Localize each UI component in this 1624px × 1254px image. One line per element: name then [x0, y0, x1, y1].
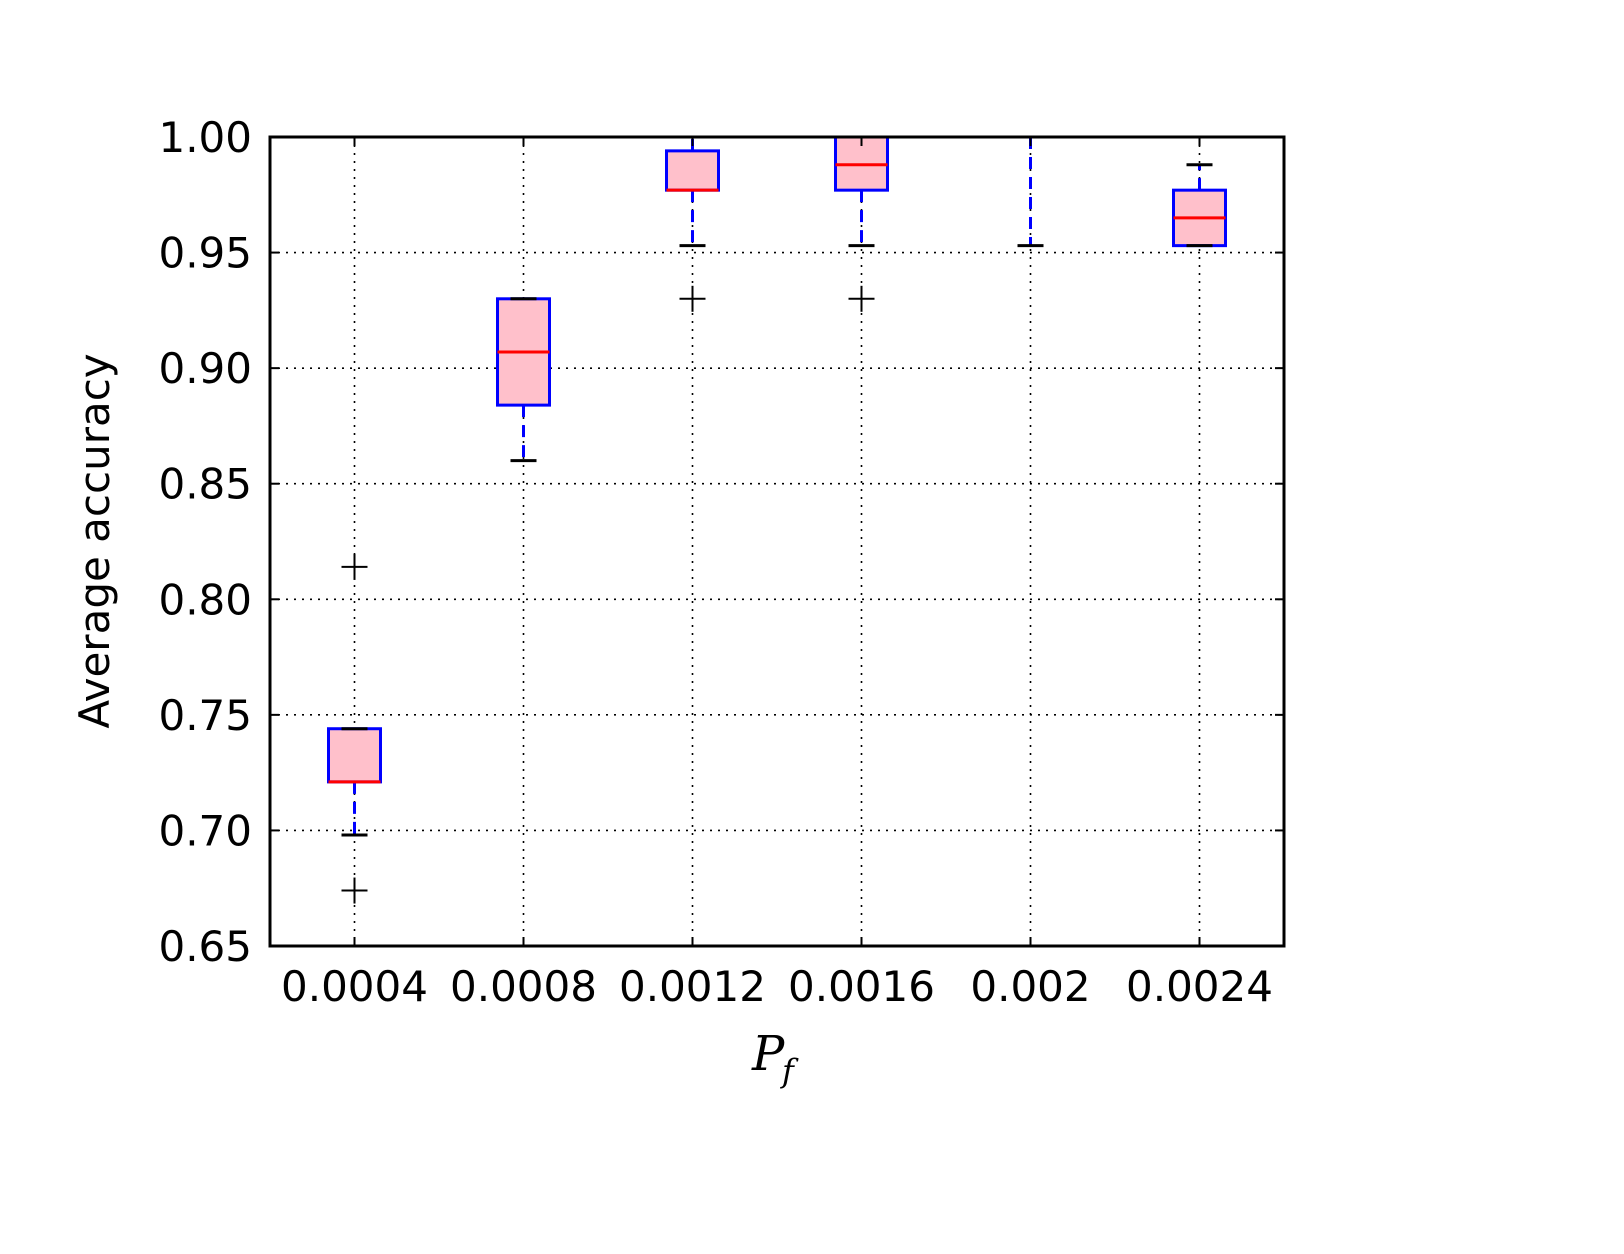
x-axis-title: P f	[751, 1026, 799, 1090]
y-tick-label: 0.65	[158, 922, 252, 971]
box-iqr	[327, 727, 382, 784]
grid-lines	[270, 137, 1284, 946]
x-tick-label: 0.0016	[788, 962, 935, 1011]
y-tick-label: 0.85	[158, 460, 252, 509]
box-0.0016	[834, 135, 889, 312]
y-tick-label: 1.00	[158, 113, 252, 162]
box-0.0012	[665, 135, 720, 312]
box-0.0004	[327, 553, 382, 904]
y-axis-title-group: Average accuracy	[70, 353, 119, 728]
box-0.0024	[1172, 163, 1227, 248]
y-axis-title: Average accuracy	[70, 353, 119, 728]
y-tick-label: 0.75	[158, 691, 252, 740]
y-tick-label: 0.95	[158, 229, 252, 278]
y-tick-label: 0.80	[158, 575, 252, 624]
x-tick-label: 0.002	[970, 962, 1090, 1011]
plot-frame	[268, 135, 1286, 948]
x-tick-label: 0.0012	[619, 962, 766, 1011]
y-tick-label: 0.90	[158, 344, 252, 393]
axis-ticks: 0.65 0.70 0.75 0.80 0.85 0.90 0.95 1.00 0.0004 0.…	[158, 113, 1284, 1011]
box-0.0008	[496, 297, 551, 463]
x-tick-label: 0.0024	[1126, 962, 1273, 1011]
x-tick-label: 0.0008	[450, 962, 597, 1011]
x-axis-title-main: P	[751, 1026, 785, 1082]
x-axis-title-subscript: f	[780, 1052, 799, 1090]
y-tick-label: 0.70	[158, 806, 252, 855]
box-iqr	[665, 149, 720, 192]
x-tick-label: 0.0004	[281, 962, 428, 1011]
